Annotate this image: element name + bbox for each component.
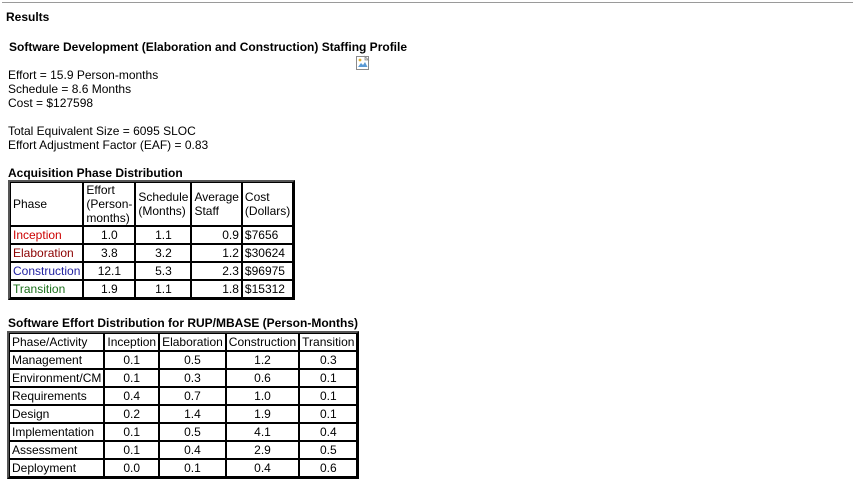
construction-value: 4.1 <box>225 423 300 441</box>
schedule-value: 1.1 <box>135 226 192 244</box>
acquisition-row: Elaboration 3.8 3.2 1.2 $30624 <box>10 244 294 262</box>
results-heading: Results <box>6 10 50 24</box>
phase-name: Construction <box>10 262 84 280</box>
activity-name: Environment/CM <box>9 369 105 387</box>
cost-value: $30624 <box>241 244 294 262</box>
construction-value: 0.4 <box>225 459 300 477</box>
inception-value: 0.0 <box>104 459 160 477</box>
schedule-text: Schedule = 8.6 Months <box>8 82 132 96</box>
acquisition-table: Phase Effort (Person- months) Schedule (… <box>8 180 296 300</box>
activity-name: Management <box>9 351 105 369</box>
total-size-text: Total Equivalent Size = 6095 SLOC <box>8 124 196 138</box>
schedule-value: 3.2 <box>135 244 192 262</box>
construction-value: 1.0 <box>225 387 300 405</box>
inception-value: 0.1 <box>104 369 160 387</box>
mbase-header-row: Phase/Activity Inception Elaboration Con… <box>9 333 358 351</box>
staffing-profile-title: Software Development (Elaboration and Co… <box>9 40 408 54</box>
inception-value: 0.1 <box>104 423 160 441</box>
header-phase: Phase <box>10 182 84 226</box>
staff-value: 1.2 <box>191 244 242 262</box>
header-effort: Effort (Person- months) <box>83 182 136 226</box>
header-elaboration: Elaboration <box>159 333 226 351</box>
size-summary: Total Equivalent Size = 6095 SLOC Effort… <box>8 124 208 152</box>
rup-mbase-table: Phase/Activity Inception Elaboration Con… <box>7 331 360 479</box>
mbase-row: Design 0.2 1.4 1.9 0.1 <box>9 405 358 423</box>
cost-value: $96975 <box>241 262 294 280</box>
header-construction: Construction <box>225 333 300 351</box>
effort-value: 1.0 <box>83 226 136 244</box>
transition-value: 0.1 <box>299 369 358 387</box>
mbase-row: Requirements 0.4 0.7 1.0 0.1 <box>9 387 358 405</box>
mbase-row: Assessment 0.1 0.4 2.9 0.5 <box>9 441 358 459</box>
construction-value: 1.2 <box>225 351 300 369</box>
construction-value: 0.6 <box>225 369 300 387</box>
acquisition-row: Construction 12.1 5.3 2.3 $96975 <box>10 262 294 280</box>
phase-name: Transition <box>10 280 84 298</box>
effort-value: 3.8 <box>83 244 136 262</box>
schedule-value: 1.1 <box>135 280 192 298</box>
phase-name: Elaboration <box>10 244 84 262</box>
activity-name: Requirements <box>9 387 105 405</box>
activity-name: Assessment <box>9 441 105 459</box>
transition-value: 0.1 <box>299 387 358 405</box>
elaboration-value: 0.7 <box>159 387 226 405</box>
elaboration-value: 0.1 <box>159 459 226 477</box>
cost-value: $7656 <box>241 226 294 244</box>
effort-text: Effort = 15.9 Person-months <box>8 68 159 82</box>
effort-value: 12.1 <box>83 262 136 280</box>
staff-value: 2.3 <box>191 262 242 280</box>
elaboration-value: 0.4 <box>159 441 226 459</box>
cost-value: $15312 <box>241 280 294 298</box>
construction-value: 2.9 <box>225 441 300 459</box>
inception-value: 0.4 <box>104 387 160 405</box>
mbase-row: Deployment 0.0 0.1 0.4 0.6 <box>9 459 358 477</box>
elaboration-value: 0.5 <box>159 423 226 441</box>
acquisition-header-row: Phase Effort (Person- months) Schedule (… <box>10 182 294 226</box>
staff-value: 1.8 <box>191 280 242 298</box>
broken-image-icon <box>356 55 370 70</box>
header-cost: Cost (Dollars) <box>241 182 294 226</box>
top-divider <box>2 2 853 3</box>
header-phase-activity: Phase/Activity <box>9 333 105 351</box>
estimate-summary: Effort = 15.9 Person-months Schedule = 8… <box>8 68 158 110</box>
elaboration-value: 0.3 <box>159 369 226 387</box>
transition-value: 0.3 <box>299 351 358 369</box>
effort-value: 1.9 <box>83 280 136 298</box>
mbase-row: Management 0.1 0.5 1.2 0.3 <box>9 351 358 369</box>
inception-value: 0.2 <box>104 405 160 423</box>
header-transition: Transition <box>299 333 358 351</box>
mbase-row: Environment/CM 0.1 0.3 0.6 0.1 <box>9 369 358 387</box>
construction-value: 1.9 <box>225 405 300 423</box>
header-average-staff: Average Staff <box>191 182 242 226</box>
acquisition-row: Transition 1.9 1.1 1.8 $15312 <box>10 280 294 298</box>
schedule-value: 5.3 <box>135 262 192 280</box>
elaboration-value: 1.4 <box>159 405 226 423</box>
inception-value: 0.1 <box>104 351 160 369</box>
eaf-text: Effort Adjustment Factor (EAF) = 0.83 <box>8 138 209 152</box>
rup-mbase-title: Software Effort Distribution for RUP/MBA… <box>8 316 358 330</box>
elaboration-value: 0.5 <box>159 351 226 369</box>
inception-value: 0.1 <box>104 441 160 459</box>
mbase-row: Implementation 0.1 0.5 4.1 0.4 <box>9 423 358 441</box>
header-inception: Inception <box>104 333 160 351</box>
transition-value: 0.4 <box>299 423 358 441</box>
transition-value: 0.5 <box>299 441 358 459</box>
header-schedule: Schedule (Months) <box>135 182 192 226</box>
activity-name: Deployment <box>9 459 105 477</box>
acquisition-row: Inception 1.0 1.1 0.9 $7656 <box>10 226 294 244</box>
acquisition-title: Acquisition Phase Distribution <box>8 166 183 180</box>
cost-text: Cost = $127598 <box>8 96 94 110</box>
activity-name: Design <box>9 405 105 423</box>
activity-name: Implementation <box>9 423 105 441</box>
transition-value: 0.1 <box>299 405 358 423</box>
transition-value: 0.6 <box>299 459 358 477</box>
staff-value: 0.9 <box>191 226 242 244</box>
phase-name: Inception <box>10 226 84 244</box>
